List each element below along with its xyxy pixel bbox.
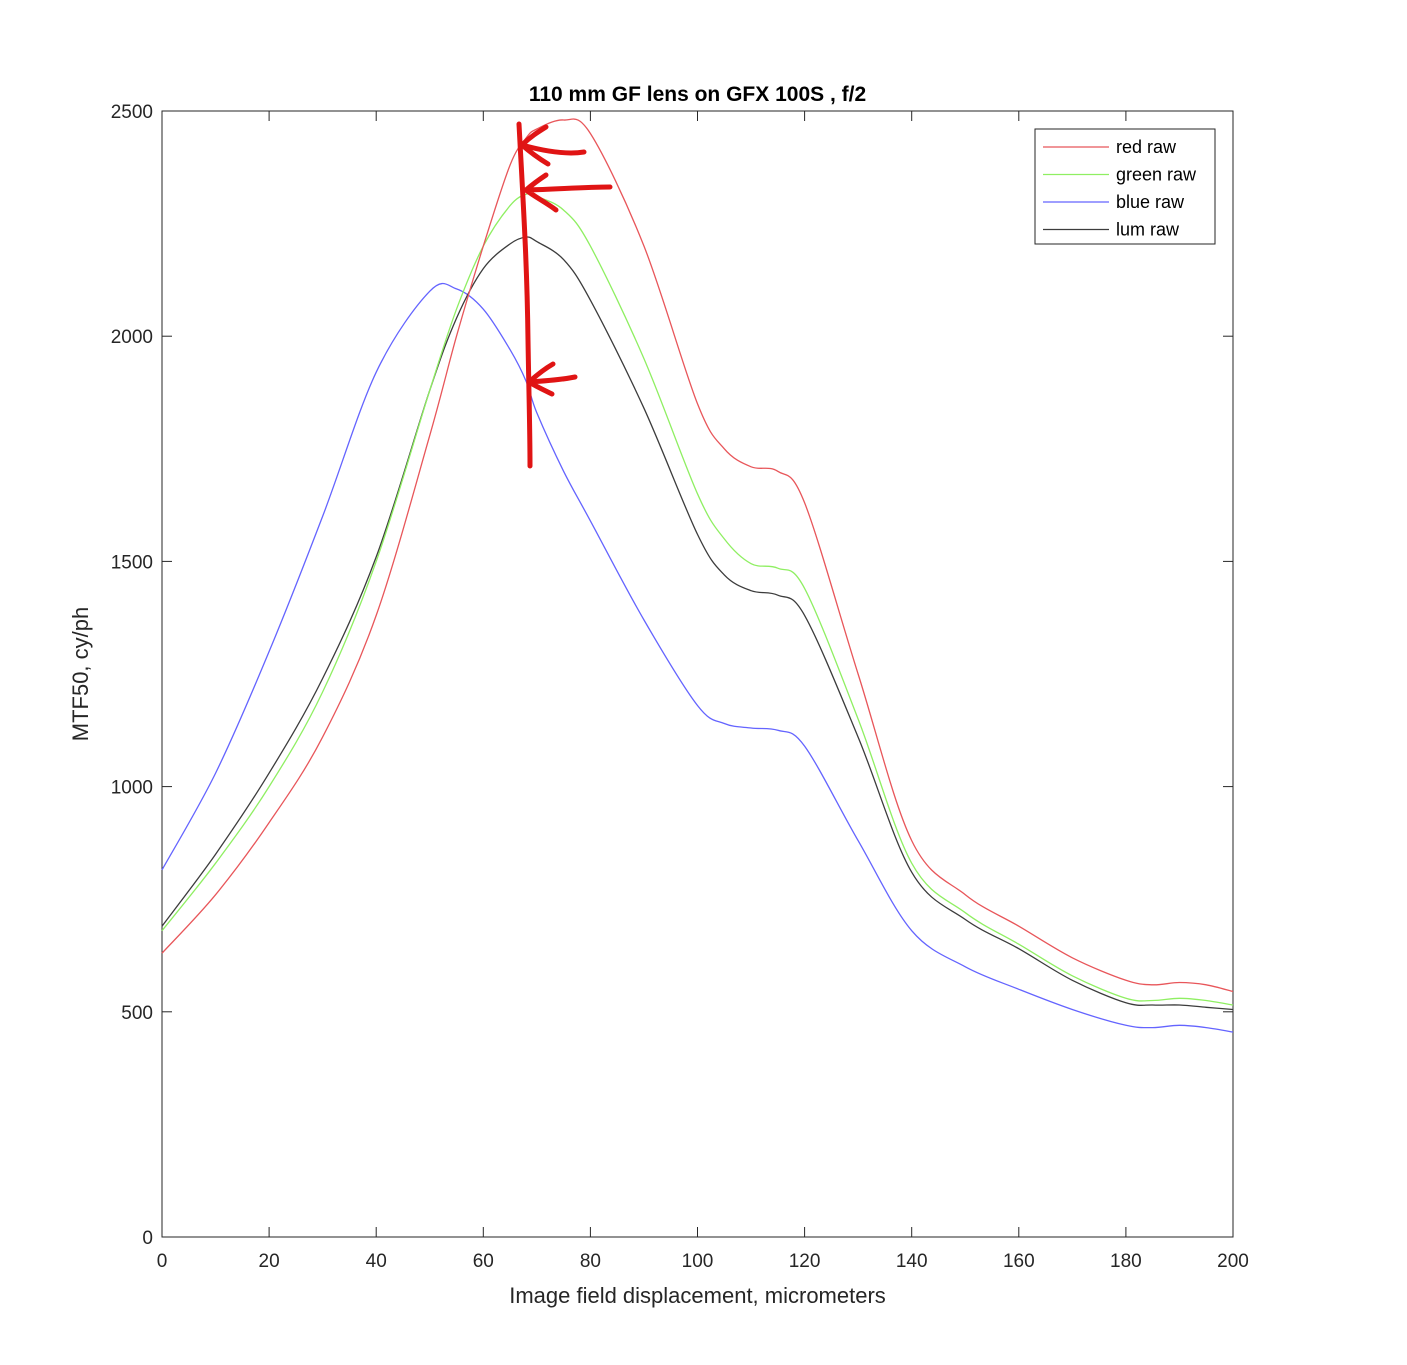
x-tick-label: 100	[682, 1251, 714, 1272]
x-tick-label: 140	[896, 1251, 928, 1272]
x-tick-label: 80	[580, 1251, 601, 1272]
y-tick-label: 2500	[111, 102, 153, 123]
series-line-red-raw	[161, 118, 1234, 993]
y-tick-label: 0	[142, 1228, 153, 1249]
series-line-blue-raw	[161, 282, 1234, 1033]
axis-ticks	[161, 110, 1234, 1238]
legend-label: blue raw	[1116, 192, 1185, 212]
annotation-vertical-stroke	[516, 121, 533, 469]
annotation-arrow-top	[519, 124, 587, 167]
x-tick-label: 120	[789, 1251, 821, 1272]
legend: red raw green raw blue raw lum raw	[1034, 128, 1216, 245]
y-tick-label: 500	[121, 1003, 153, 1024]
x-tick-label: 180	[1110, 1251, 1142, 1272]
series-line-lum-raw	[161, 236, 1234, 1011]
x-tick-label: 60	[473, 1251, 494, 1272]
series-lines	[161, 118, 1234, 1033]
x-tick-label: 20	[259, 1251, 280, 1272]
chart-title: 110 mm GF lens on GFX 100S , f/2	[529, 83, 866, 106]
y-tick-label: 1500	[111, 552, 153, 573]
legend-label: lum raw	[1116, 220, 1180, 240]
x-tick-label: 40	[366, 1251, 387, 1272]
legend-label: green raw	[1116, 165, 1197, 185]
y-tick-label: 2000	[111, 327, 153, 348]
legend-label: red raw	[1116, 137, 1177, 157]
y-tick-label: 1000	[111, 778, 153, 799]
annotation-arrow-middle	[523, 172, 613, 213]
annotation-arrow-bottom	[526, 361, 578, 397]
x-tick-label: 0	[157, 1251, 168, 1272]
x-tick-label: 200	[1217, 1251, 1249, 1272]
x-axis-label: Image field displacement, micrometers	[509, 1283, 886, 1308]
legend-box	[1034, 128, 1216, 245]
x-tick-labels: 0 20 40 60 80 100 120 140 160 180 200	[157, 1251, 1249, 1272]
y-axis-label: MTF50, cy/ph	[68, 607, 93, 741]
y-tick-labels: 0 500 1000 1500 2000 2500	[111, 102, 153, 1249]
x-tick-label: 160	[1003, 1251, 1035, 1272]
series-line-green-raw	[161, 192, 1234, 1006]
plot-area	[161, 110, 1234, 1238]
hand-drawn-arrows-annotation	[516, 121, 613, 469]
